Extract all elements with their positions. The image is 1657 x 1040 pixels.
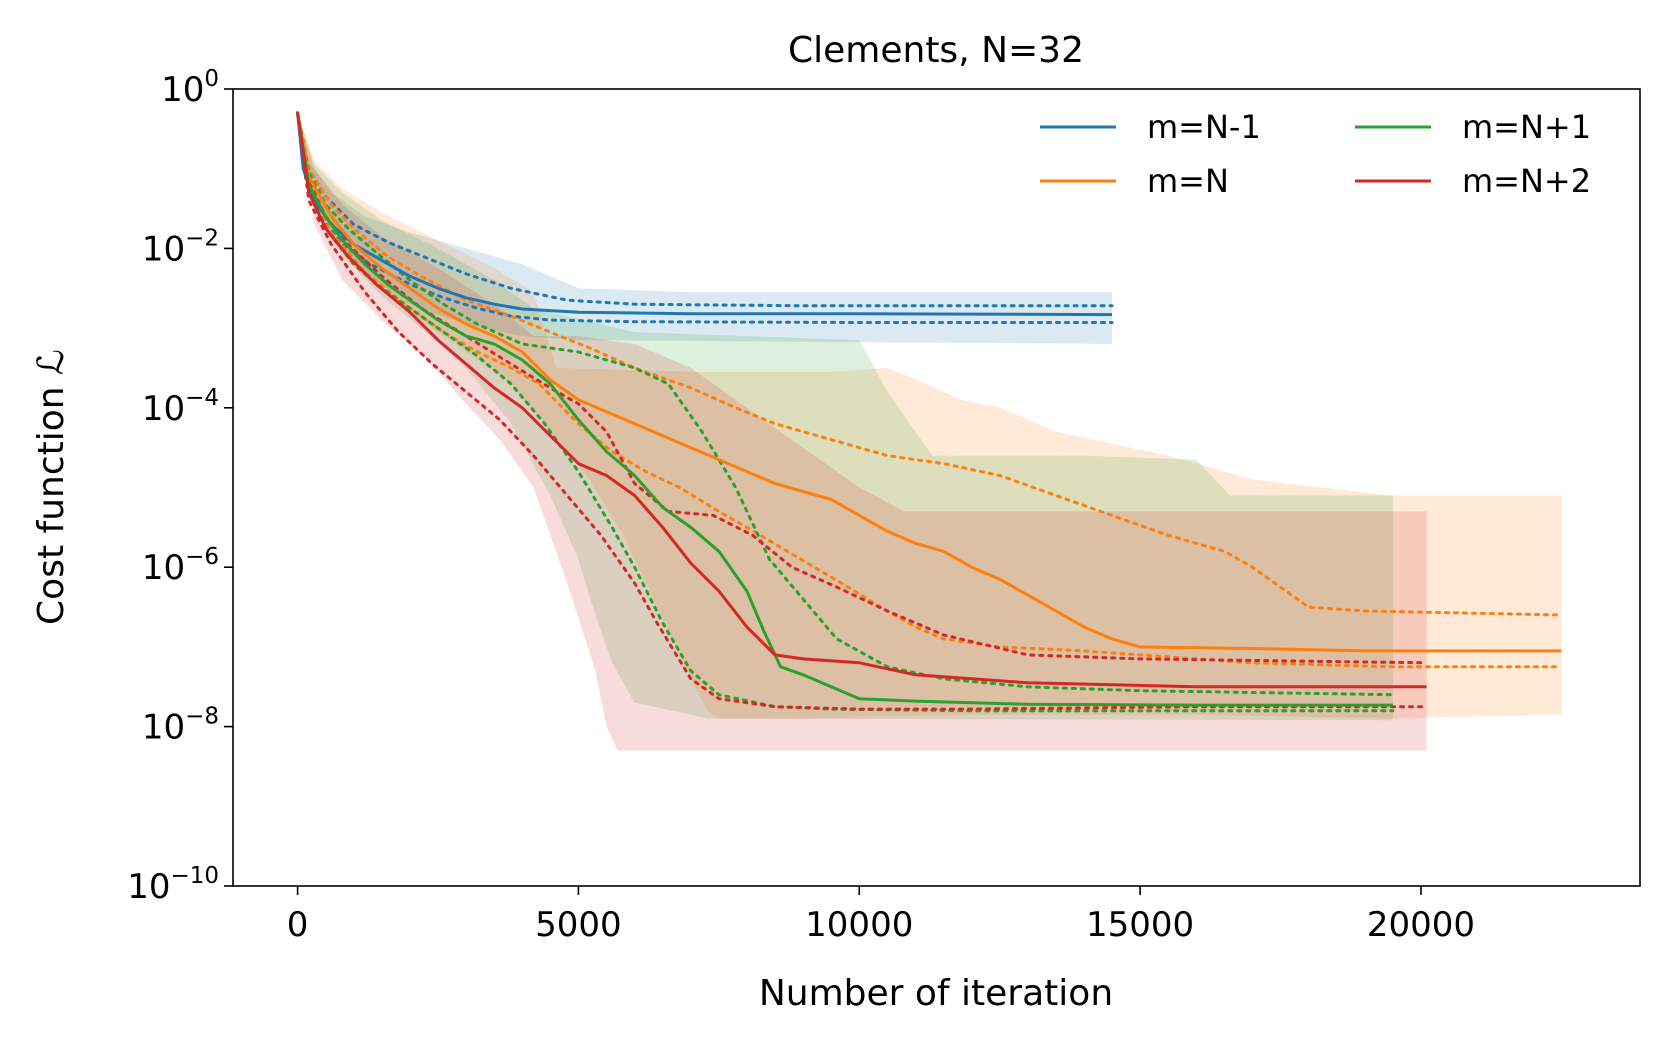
x-axis: 0 5000 10000 15000 20000 bbox=[287, 886, 1475, 945]
series-line-m-n bbox=[296, 112, 1562, 653]
y-axis: 100 10−2 10−4 10−6 10−8 10−10 bbox=[127, 66, 233, 907]
quartile-high-m-n bbox=[296, 111, 1563, 617]
band-m-n-1 bbox=[297, 112, 1393, 721]
chart-title: Clements, N=32 bbox=[788, 30, 1084, 71]
legend-label-m-n-2: m=N+2 bbox=[1462, 162, 1591, 200]
x-tick-label: 0 bbox=[287, 905, 309, 945]
legend-label-m-n: m=N bbox=[1147, 162, 1229, 200]
y-tick-label: 10−4 bbox=[142, 385, 219, 429]
y-tick-label: 10−8 bbox=[142, 704, 219, 748]
series-lines bbox=[296, 111, 1563, 713]
band-m-n-2 bbox=[297, 112, 1427, 751]
y-axis-title: Cost function ℒ bbox=[31, 349, 72, 625]
series-line-m-n-2 bbox=[296, 112, 1427, 689]
quartile-high-m-n-1 bbox=[296, 111, 1395, 697]
x-tick-label: 20000 bbox=[1367, 905, 1475, 945]
quartile-high-m-n-2 bbox=[296, 111, 1429, 665]
x-tick-label: 10000 bbox=[805, 905, 913, 945]
y-tick-label: 10−6 bbox=[142, 544, 219, 588]
y-tick-label: 10−10 bbox=[127, 863, 219, 907]
y-tick-label: 10−2 bbox=[142, 225, 219, 269]
x-tick-label: 5000 bbox=[535, 905, 622, 945]
quartile-low-m-n-2 bbox=[296, 111, 1429, 711]
legend-label-m-n-1: m=N+1 bbox=[1462, 108, 1591, 146]
x-axis-title: Number of iteration bbox=[759, 973, 1113, 1014]
plot-frame bbox=[232, 88, 1641, 887]
band-m-n bbox=[297, 112, 1562, 719]
y-tick-label: 100 bbox=[161, 66, 219, 110]
legend: m=N-1 m=N m=N+1 m=N+2 bbox=[1040, 108, 1591, 200]
x-tick-label: 15000 bbox=[1086, 905, 1194, 945]
series-line-m-n-1 bbox=[296, 112, 1393, 707]
legend-label-m-n-1: m=N-1 bbox=[1147, 108, 1261, 146]
